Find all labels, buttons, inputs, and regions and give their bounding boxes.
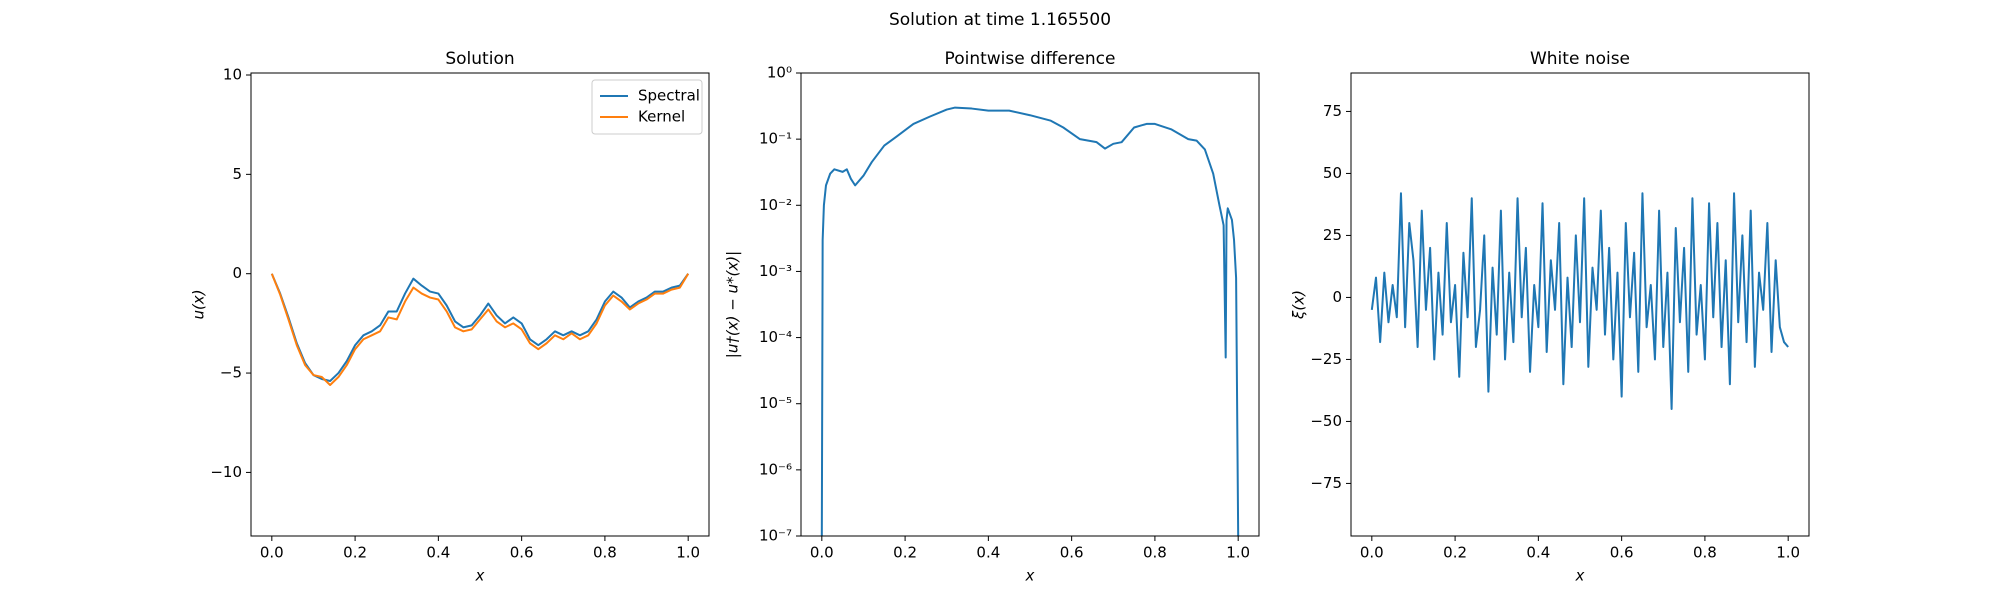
x-tick-label: 0.0 — [1360, 544, 1384, 562]
y-axis-label: u(x) — [190, 289, 208, 319]
x-axis-label: x — [1575, 567, 1585, 585]
y-tick-label: −25 — [1310, 350, 1342, 368]
y-tick-label: 0 — [1332, 288, 1342, 306]
x-tick-label: 0.2 — [1443, 544, 1467, 562]
y-tick-label: 75 — [1323, 102, 1342, 120]
x-tick-label: 0.0 — [810, 544, 834, 562]
y-tick-label: 10⁻⁶ — [759, 460, 792, 478]
y-tick-label: 50 — [1323, 164, 1342, 182]
x-tick-label: 0.8 — [593, 544, 617, 562]
axes-title: White noise — [1530, 49, 1630, 69]
axes: Pointwise difference 0.0 0.2 0.4 0.6 0.8 1.0 10… — [724, 49, 1260, 585]
data-line — [1370, 192, 1789, 411]
legend-label: Spectral — [638, 87, 700, 105]
data-line — [270, 273, 689, 382]
y-tick-label: 5 — [232, 165, 242, 183]
data-line — [820, 106, 1240, 536]
y-tick-label: 10⁻⁷ — [759, 527, 792, 545]
y-tick-label: 0 — [232, 264, 242, 282]
y-tick-label: 10 — [223, 65, 242, 83]
x-tick-label: 0.4 — [1526, 544, 1550, 562]
figure-title: Solution at time 1.165500 — [889, 10, 1111, 30]
axes-frame — [250, 72, 710, 537]
axes-title: Pointwise difference — [945, 49, 1116, 69]
y-tick-label: −75 — [1310, 474, 1342, 492]
legend-label: Kernel — [638, 108, 685, 126]
x-tick-label: 0.2 — [893, 544, 917, 562]
x-tick-label: 1.0 — [1776, 544, 1800, 562]
axes-frame — [1350, 72, 1810, 537]
x-tick-label: 0.4 — [426, 544, 450, 562]
x-axis-label: x — [475, 567, 485, 585]
y-tick-label: 10⁻¹ — [759, 130, 792, 148]
axes: Solution 0.0 0.2 0.4 0.6 0.8 1.0 −10 −5 0 5 10 x u(x)… — [190, 49, 710, 585]
x-tick-label: 1.0 — [1226, 544, 1250, 562]
y-tick-label: −5 — [220, 364, 242, 382]
y-tick-label: 10⁻⁵ — [759, 394, 792, 412]
y-tick-label: 10⁻² — [759, 196, 792, 214]
x-tick-label: 0.6 — [1610, 544, 1634, 562]
x-tick-label: 0.8 — [1143, 544, 1167, 562]
y-axis-label: ξ(x) — [1290, 290, 1308, 320]
y-tick-label: −10 — [210, 463, 242, 481]
axes-title: Solution — [445, 49, 514, 69]
x-tick-label: 0.0 — [260, 544, 284, 562]
y-tick-label: 25 — [1323, 226, 1342, 244]
x-tick-label: 0.8 — [1693, 544, 1717, 562]
y-axis-label: |u†(x) − u*(x)| — [724, 251, 742, 358]
legend-box — [591, 79, 703, 135]
x-axis-label: x — [1025, 567, 1035, 585]
x-tick-label: 0.6 — [510, 544, 534, 562]
data-line — [270, 273, 690, 386]
x-tick-label: 0.2 — [343, 544, 367, 562]
x-tick-label: 1.0 — [676, 544, 700, 562]
x-tick-label: 0.4 — [976, 544, 1000, 562]
y-tick-label: 10⁻³ — [759, 262, 792, 280]
y-tick-label: −50 — [1310, 412, 1342, 430]
axes: White noise 0.0 0.2 0.4 0.6 0.8 1.0 −75 −50 −25 0 2… — [1290, 49, 1810, 585]
y-tick-label: 10⁰ — [767, 64, 792, 82]
axes-frame — [800, 72, 1260, 537]
x-tick-label: 0.6 — [1060, 544, 1084, 562]
y-tick-label: 10⁻⁴ — [759, 328, 792, 346]
